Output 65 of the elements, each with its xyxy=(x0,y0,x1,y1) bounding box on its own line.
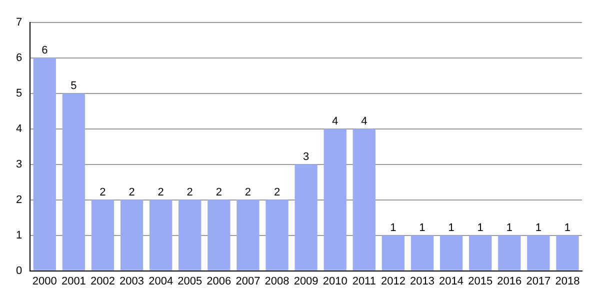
bar xyxy=(150,200,172,270)
x-tick-label: 2002 xyxy=(90,275,115,288)
x-tick-label: 2007 xyxy=(236,275,260,288)
x-tick-label: 2014 xyxy=(439,275,464,288)
bar xyxy=(382,235,405,270)
data-label: 2 xyxy=(216,186,222,198)
x-tick-label: 2001 xyxy=(61,275,86,288)
bar xyxy=(324,128,346,270)
data-label: 1 xyxy=(535,222,542,234)
x-tick-label: 2010 xyxy=(322,275,348,288)
data-label: 1 xyxy=(506,222,512,234)
data-label: 2 xyxy=(128,186,135,198)
data-label: 1 xyxy=(448,222,454,234)
data-label: 1 xyxy=(390,222,396,234)
x-tick-label: 2000 xyxy=(32,275,57,288)
bar xyxy=(410,235,434,270)
data-label: 3 xyxy=(302,150,310,163)
y-tick-label: 7 xyxy=(16,16,22,29)
bar xyxy=(498,235,521,270)
data-label: 6 xyxy=(42,44,48,57)
x-tick-label: 2008 xyxy=(264,275,290,288)
data-label: 4 xyxy=(332,116,338,128)
y-tick-label: 6 xyxy=(16,52,22,64)
x-tick-label: 2017 xyxy=(526,275,551,288)
x-tick-label: 2003 xyxy=(120,275,144,288)
bar xyxy=(266,200,288,270)
data-label: 2 xyxy=(158,186,164,198)
x-tick-label: 2018 xyxy=(555,275,580,288)
data-label: 2 xyxy=(100,186,106,198)
x-tick-label: 2013 xyxy=(410,275,434,288)
y-tick-label: 0 xyxy=(16,264,22,277)
data-label: 1 xyxy=(419,222,426,234)
data-label: 2 xyxy=(186,186,193,198)
bar xyxy=(62,94,86,270)
y-tick-label: 4 xyxy=(16,123,22,136)
bar xyxy=(469,235,492,270)
x-tick-label: 2004 xyxy=(148,275,174,288)
bar xyxy=(208,200,230,270)
bar xyxy=(556,235,579,270)
bar xyxy=(91,200,114,270)
bar xyxy=(120,200,144,270)
x-tick-label: 2015 xyxy=(468,275,493,288)
bar xyxy=(33,58,56,270)
y-tick-label: 2 xyxy=(16,194,22,206)
data-label: 2 xyxy=(274,186,280,198)
y-tick-label: 1 xyxy=(16,229,22,242)
bar xyxy=(440,235,463,270)
data-label: 1 xyxy=(564,222,571,234)
bar xyxy=(352,128,376,270)
data-label: 2 xyxy=(244,186,252,198)
y-tick-label: 5 xyxy=(16,88,22,100)
bar xyxy=(527,235,550,270)
x-tick-label: 2012 xyxy=(380,275,406,288)
x-tick-label: 2006 xyxy=(206,275,232,288)
x-tick-label: 2005 xyxy=(178,275,202,288)
data-label: 5 xyxy=(70,80,77,92)
data-label: 1 xyxy=(477,222,484,234)
x-tick-label: 2016 xyxy=(497,275,522,288)
bar xyxy=(178,200,202,270)
x-tick-label: 2011 xyxy=(352,275,376,288)
data-label: 4 xyxy=(361,116,368,128)
y-tick-label: 3 xyxy=(16,158,22,170)
bar xyxy=(294,164,318,270)
x-tick-label: 2009 xyxy=(294,275,318,288)
bar xyxy=(236,200,260,270)
